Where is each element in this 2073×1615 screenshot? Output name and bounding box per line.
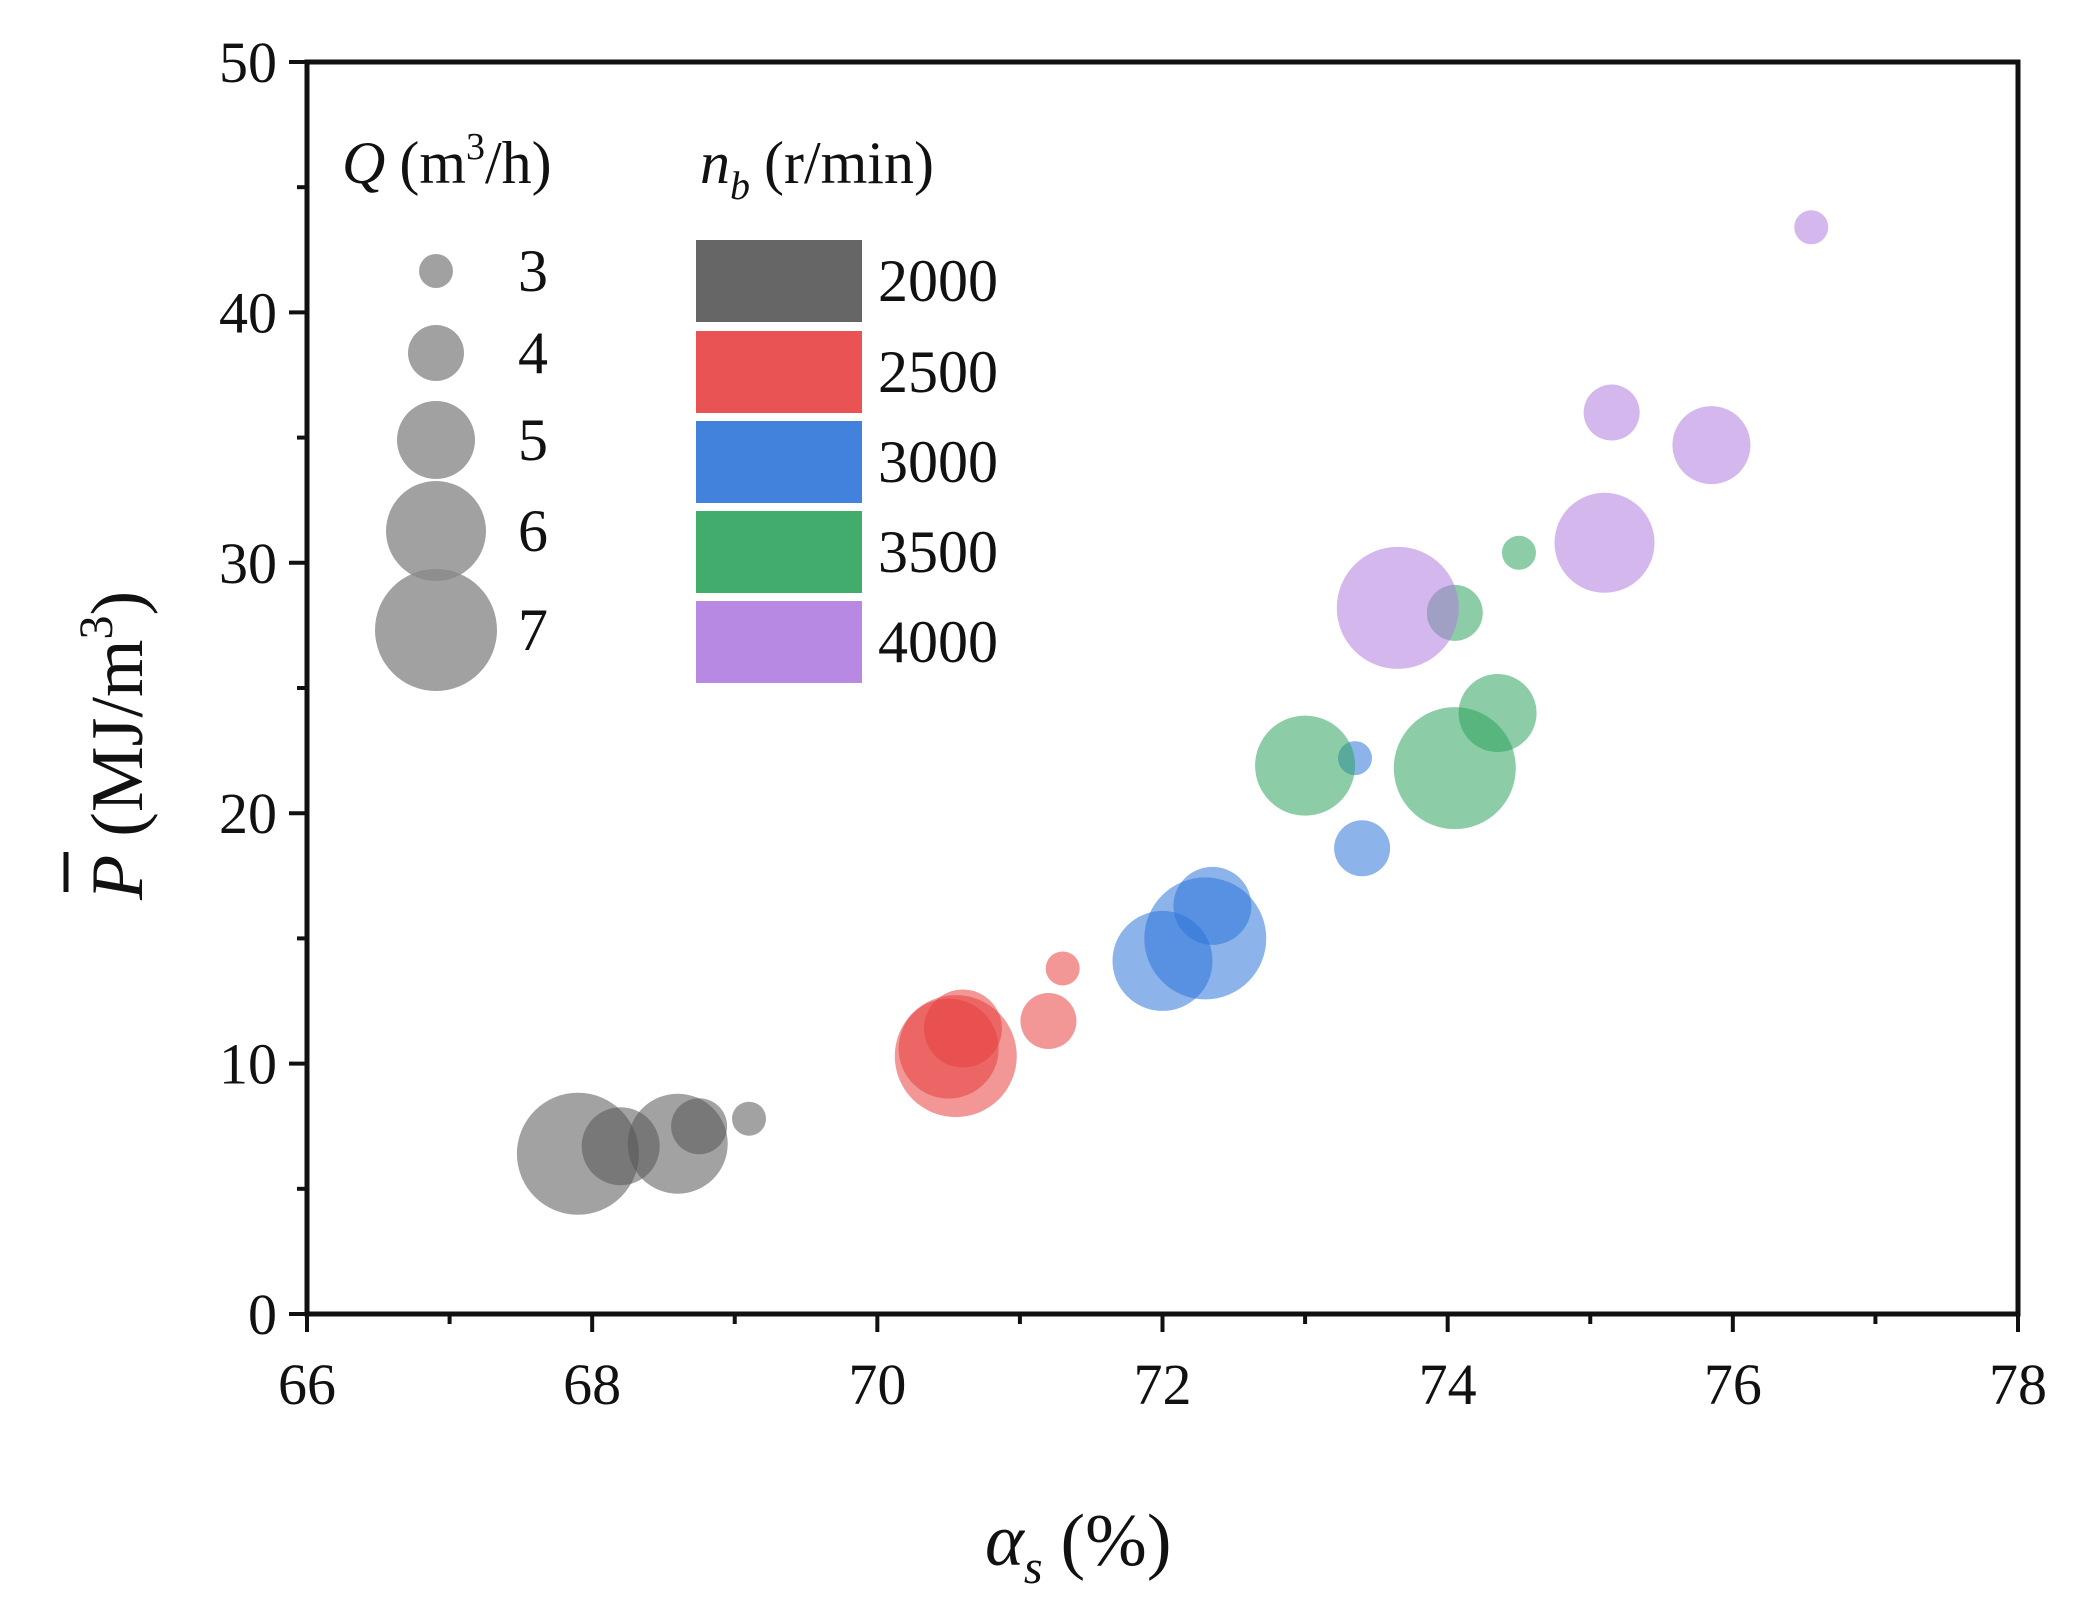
data-point — [1173, 866, 1252, 945]
color-legend-swatch — [696, 240, 862, 322]
data-point — [1045, 951, 1080, 986]
color-legend-label: 3500 — [878, 519, 998, 585]
color-legend-label: 3000 — [878, 429, 998, 495]
y-axis-title-text: P(MJ/m3) — [70, 591, 159, 901]
size-legend-marker — [386, 481, 486, 581]
y-tick-label: 30 — [219, 531, 277, 596]
data-point — [1334, 820, 1391, 877]
data-point — [732, 1101, 767, 1136]
size-legend-label: 3 — [518, 238, 548, 304]
y-tick-label: 50 — [219, 30, 277, 95]
size-legend-label: 6 — [518, 498, 548, 564]
data-point — [1554, 492, 1655, 593]
data-point — [1583, 384, 1640, 441]
x-tick-label: 68 — [563, 1352, 621, 1417]
x-tick-label: 76 — [1704, 1352, 1762, 1417]
data-point — [1672, 406, 1751, 485]
size-legend-label: 7 — [518, 597, 548, 663]
x-tick-label: 72 — [1134, 1352, 1192, 1417]
size-legend-label: 4 — [518, 320, 548, 386]
size-legend: Q (m3/h) 3 4 5 6 7 — [342, 126, 552, 691]
series-3500 — [1255, 535, 1537, 830]
data-point — [1458, 674, 1537, 753]
size-legend-marker — [419, 254, 453, 288]
x-axis-title: αs (%) — [985, 1500, 1171, 1594]
size-legend-marker — [397, 401, 475, 479]
size-legend-marker — [375, 569, 497, 691]
y-axis-title: P(MJ/m3) — [63, 591, 159, 901]
y-tick-label: 20 — [219, 781, 277, 846]
color-legend-swatch — [696, 331, 862, 413]
x-tick-label: 74 — [1419, 1352, 1477, 1417]
color-legend-label: 2000 — [878, 248, 998, 314]
color-legend-label: 2500 — [878, 339, 998, 405]
data-point — [1020, 993, 1077, 1050]
data-point — [1255, 715, 1356, 816]
color-legend-label: 4000 — [878, 609, 998, 675]
series-3000 — [1112, 741, 1391, 1011]
series-2000 — [516, 1092, 767, 1215]
color-legend-swatch — [696, 601, 862, 683]
data-point — [1794, 210, 1829, 245]
data-points — [516, 210, 1829, 1215]
series-4000 — [1336, 210, 1829, 669]
color-legend-swatch — [696, 511, 862, 593]
data-point — [671, 1098, 728, 1155]
y-tick-label: 40 — [219, 280, 277, 345]
size-legend-title: Q (m3/h) — [342, 126, 552, 196]
data-point — [1112, 910, 1213, 1011]
x-tick-label: 66 — [278, 1352, 336, 1417]
color-legend-title: nb (r/min) — [700, 130, 934, 208]
color-legend-swatch — [696, 421, 862, 503]
data-point — [1501, 535, 1536, 570]
data-point — [898, 998, 999, 1099]
y-tick-label: 0 — [248, 1282, 277, 1347]
y-tick-label: 10 — [219, 1032, 277, 1097]
size-legend-label: 5 — [518, 407, 548, 473]
data-point — [1336, 546, 1459, 669]
series-2500 — [894, 951, 1080, 1118]
size-legend-marker — [408, 325, 464, 381]
x-tick-label: 70 — [848, 1352, 906, 1417]
color-legend: nb (r/min) 2000 2500 3000 3500 4000 — [696, 130, 998, 683]
x-tick-label: 78 — [1989, 1352, 2047, 1417]
